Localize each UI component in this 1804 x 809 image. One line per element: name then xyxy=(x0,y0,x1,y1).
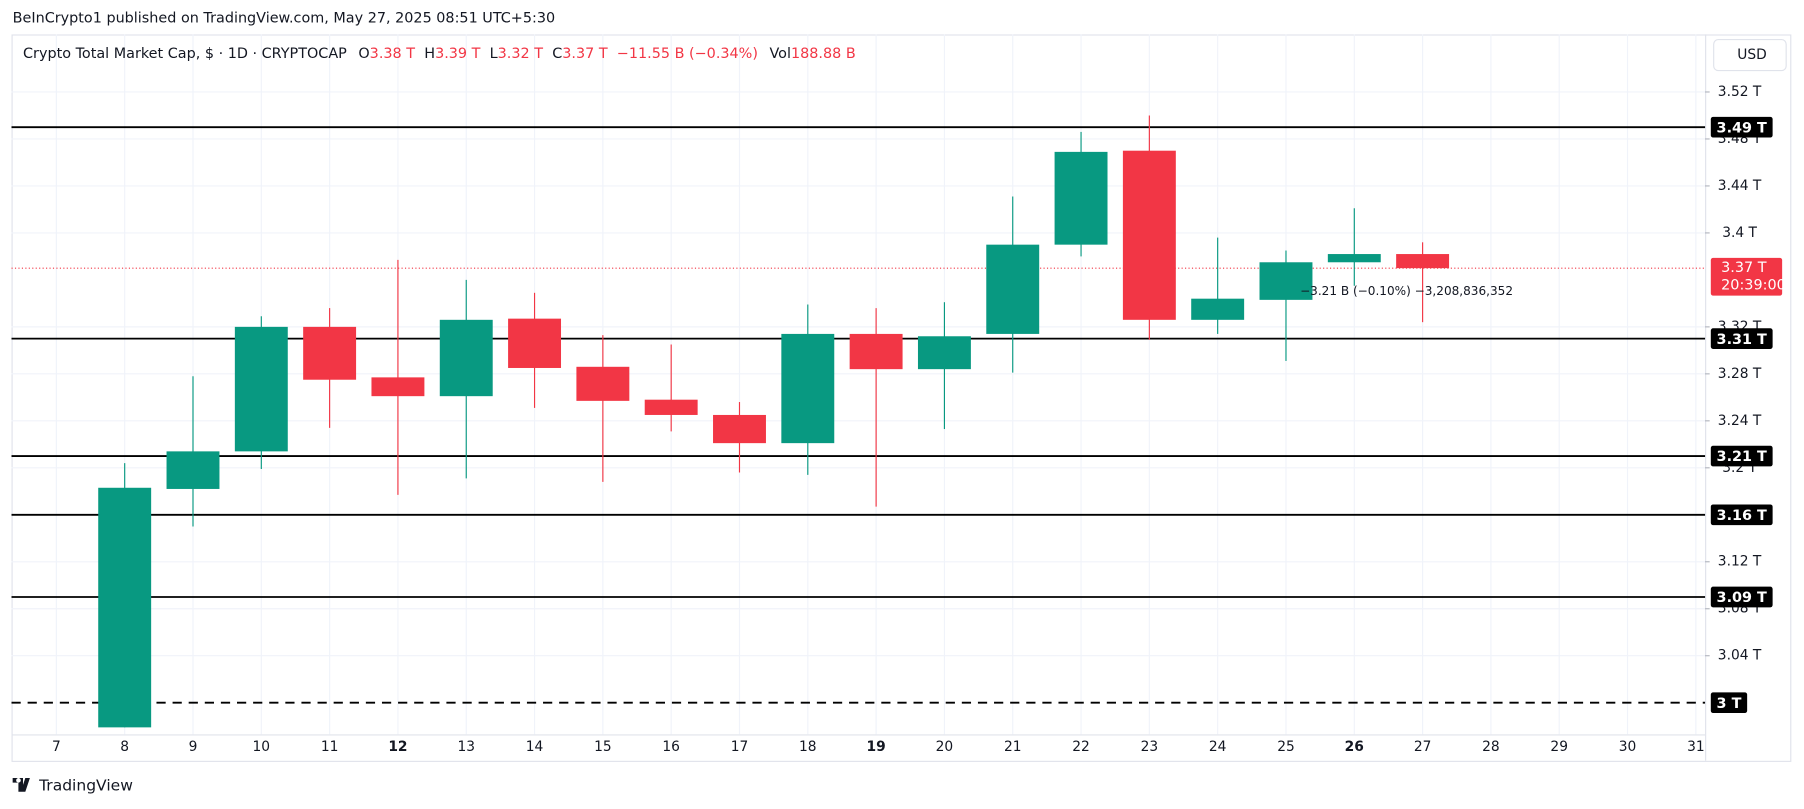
currency-button[interactable] xyxy=(1713,39,1787,72)
x-tick-label: 22 xyxy=(1072,739,1090,755)
candle-body xyxy=(371,377,425,397)
x-tick-label: 29 xyxy=(1550,739,1568,755)
x-tick-label: 11 xyxy=(321,739,339,755)
x-tick-label: 15 xyxy=(594,739,612,755)
candle-body xyxy=(849,333,903,370)
footer-brand: TradingView xyxy=(38,777,133,795)
candle-body xyxy=(576,366,630,401)
candles xyxy=(98,115,1450,728)
candle-body xyxy=(917,336,971,370)
level-label: 3.16 T xyxy=(1717,508,1767,524)
level-label: 3.09 T xyxy=(1717,590,1767,606)
level-label: 3.21 T xyxy=(1717,449,1767,465)
x-tick-label: 24 xyxy=(1209,739,1227,755)
candle-body xyxy=(1259,262,1313,300)
x-tick-label: 7 xyxy=(52,739,61,755)
low-value: 3.32 T xyxy=(498,46,544,62)
x-tick-label: 19 xyxy=(867,739,886,755)
currency[interactable]: USD xyxy=(1737,47,1766,63)
y-tick-label: 3.24 T xyxy=(1718,413,1762,429)
level-label: 3 T xyxy=(1717,696,1742,712)
x-tick-label: 30 xyxy=(1619,739,1637,755)
x-tick-label: 23 xyxy=(1141,739,1159,755)
x-tick-label: 28 xyxy=(1482,739,1500,755)
level-label-bg xyxy=(1710,116,1773,138)
x-tick-label: 26 xyxy=(1345,739,1364,755)
vol-value: 188.88 B xyxy=(791,46,856,62)
candle-body xyxy=(439,319,493,397)
y-tick-label: 3.12 T xyxy=(1718,554,1762,570)
close-key: C xyxy=(552,46,562,62)
level-label-bg xyxy=(1710,328,1773,349)
high-key: H xyxy=(424,46,435,62)
level-label: 3.49 T xyxy=(1717,120,1767,136)
low-key: L xyxy=(490,46,498,62)
x-tick-label: 31 xyxy=(1687,739,1705,755)
candle-body xyxy=(986,244,1040,334)
x-tick-label: 25 xyxy=(1277,739,1295,755)
high-value: 3.39 T xyxy=(435,46,481,62)
level-label-bg xyxy=(1710,586,1773,608)
level-label-bg xyxy=(1710,445,1773,467)
candle-body xyxy=(508,318,562,368)
candle-body xyxy=(166,451,220,489)
level-label: 3.31 T xyxy=(1717,332,1767,348)
y-tick-label: 3.44 T xyxy=(1718,178,1762,194)
candle-body xyxy=(1122,150,1176,320)
candle-body xyxy=(303,326,357,380)
y-tick-label: 3.04 T xyxy=(1718,648,1762,664)
candle-body xyxy=(1327,254,1381,263)
candle-body xyxy=(781,333,835,444)
level-label-bg xyxy=(1710,504,1773,526)
x-tick-label: 9 xyxy=(189,739,198,755)
axes: 7 8 9 10 11 12 13 14 15 16 17 18 19 20 21 22 23 24 25 26 27 2… xyxy=(52,84,1786,755)
x-tick-label: 10 xyxy=(253,739,271,755)
y-tick-label: 3.4 T xyxy=(1722,225,1757,241)
candle-body xyxy=(713,414,766,444)
x-tick-label: 17 xyxy=(731,739,749,755)
candle-body xyxy=(1396,254,1450,269)
last-price-label-bg xyxy=(1710,257,1783,296)
frame xyxy=(11,34,1792,762)
x-tick-label: 20 xyxy=(936,739,954,755)
x-tick-label: 18 xyxy=(799,739,817,755)
last-price-label: 3.37 T xyxy=(1721,260,1767,276)
levels xyxy=(11,126,1706,704)
x-tick-label: 21 xyxy=(1004,739,1022,755)
x-tick-label: 27 xyxy=(1414,739,1432,755)
legend: Crypto Total Market Cap, $ · 1D · CRYPTO… xyxy=(23,46,856,62)
symbol: Crypto Total Market Cap, $ · 1D · CRYPTO… xyxy=(23,46,347,62)
countdown: 20:39:00 xyxy=(1721,277,1786,293)
candle-body xyxy=(1054,151,1108,245)
publisher: BeInCrypto1 published on TradingView.com… xyxy=(13,10,556,26)
candle-body xyxy=(644,399,698,415)
x-tick-label: 12 xyxy=(388,739,407,755)
x-tick-label: 14 xyxy=(526,739,544,755)
y-tick-label: 3.52 T xyxy=(1718,84,1762,100)
open-value: 3.38 T xyxy=(370,46,416,62)
y-tick-label: 3.28 T xyxy=(1718,366,1762,382)
tradingview-logo: TradingView xyxy=(12,777,133,795)
candle-body xyxy=(234,326,288,452)
candle-body xyxy=(98,487,152,728)
level-label-bg xyxy=(1710,692,1748,714)
x-tick-label: 13 xyxy=(457,739,475,755)
change: −11.55 B (−0.34%) xyxy=(617,46,758,62)
candle-body xyxy=(1191,298,1245,320)
close-value: 3.37 T xyxy=(562,46,608,62)
open-key: O xyxy=(358,46,369,62)
measure-annotation: −3.21 B (−0.10%) −3,208,836,352 xyxy=(1300,284,1513,298)
vol-key: Vol xyxy=(769,46,791,62)
x-tick-label: 8 xyxy=(120,739,129,755)
x-tick-label: 16 xyxy=(662,739,680,755)
